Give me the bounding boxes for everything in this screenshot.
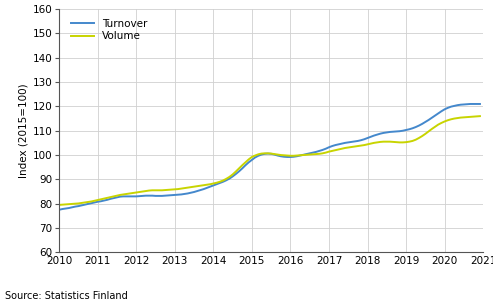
Turnover (107, 197, 113, 201)
Volume (397, 140, 403, 144)
Volume (92, 199, 98, 202)
Turnover (185, 192, 191, 195)
Turnover (92, 201, 98, 204)
Volume (56, 203, 62, 207)
Turnover (198, 188, 204, 192)
Legend: Turnover, Volume: Turnover, Volume (69, 17, 149, 43)
Turnover (397, 130, 403, 133)
Y-axis label: Index (2015=100): Index (2015=100) (18, 83, 28, 178)
Turnover (393, 130, 399, 133)
Volume (198, 184, 204, 188)
Volume (185, 186, 191, 189)
Volume (393, 140, 399, 144)
Text: Source: Statistics Finland: Source: Statistics Finland (5, 291, 128, 301)
Turnover (56, 208, 62, 212)
Turnover (477, 102, 483, 106)
Line: Turnover: Turnover (59, 104, 480, 210)
Turnover (467, 102, 473, 106)
Line: Volume: Volume (59, 116, 480, 205)
Volume (107, 195, 113, 199)
Volume (477, 114, 483, 118)
